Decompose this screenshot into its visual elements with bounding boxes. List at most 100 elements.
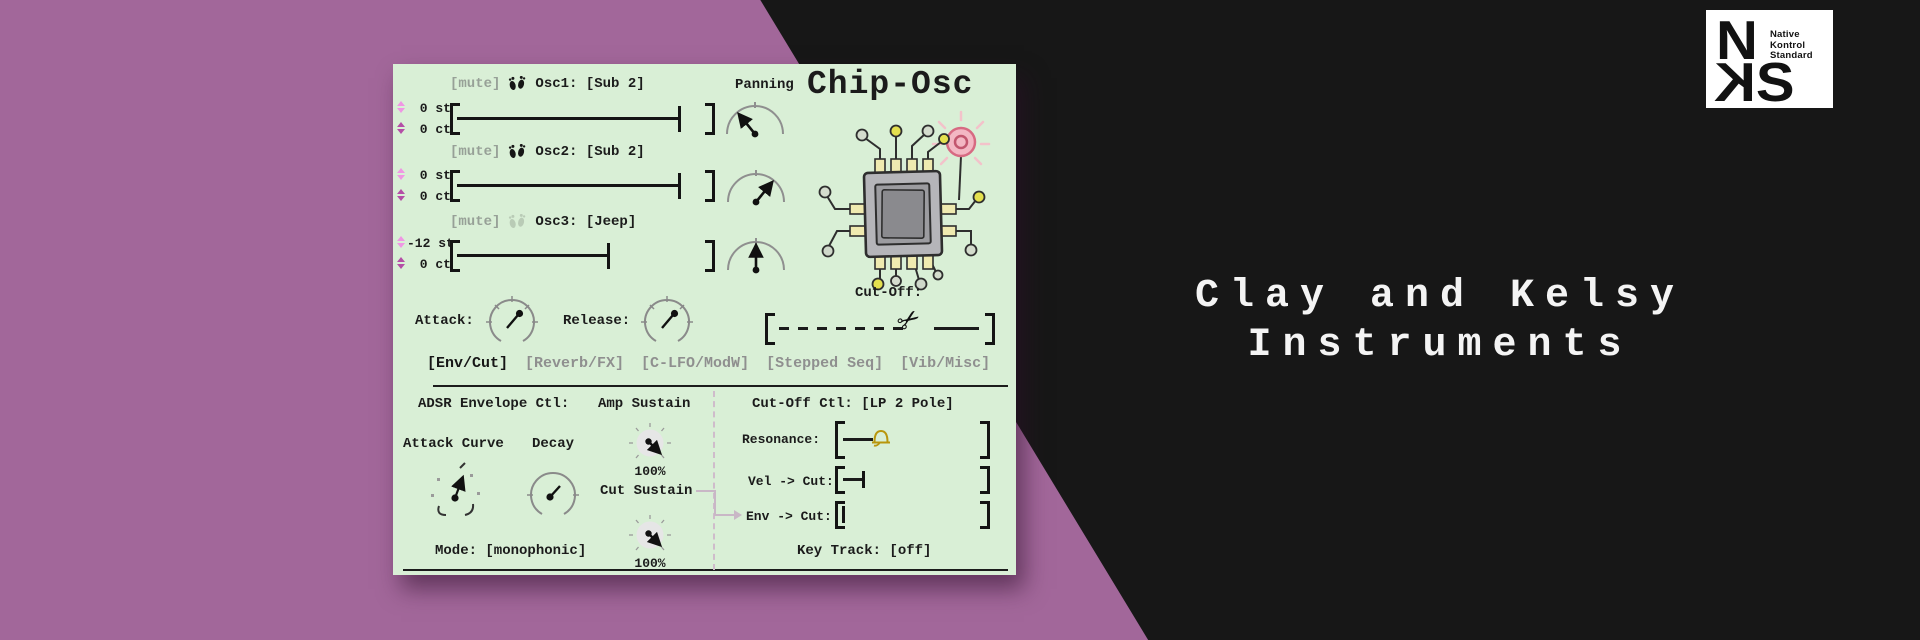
vel-cut-handle[interactable] xyxy=(862,471,865,488)
cutoff-ctl-title[interactable]: Cut-Off Ctl: [LP 2 Pole] xyxy=(752,396,954,412)
env-cut-handle[interactable] xyxy=(842,506,845,523)
nks-letter-n: N xyxy=(1716,9,1758,72)
connector-line xyxy=(696,490,716,492)
osc3-name[interactable]: Osc3: [Jeep] xyxy=(535,214,637,230)
osc2-st-value: 0 st xyxy=(419,168,451,183)
cut-sustain-value: 100% xyxy=(634,556,666,571)
vel-cut-track[interactable] xyxy=(843,478,863,481)
osc1-st-stepper[interactable] xyxy=(397,101,406,114)
osc2-st-stepper[interactable] xyxy=(397,168,406,181)
bell-icon[interactable] xyxy=(871,428,891,450)
decay-label: Decay xyxy=(532,436,575,452)
osc3-st-value: -12 st xyxy=(407,236,454,251)
key-track-label[interactable]: Key Track: [off] xyxy=(797,543,932,559)
chip-illustration xyxy=(818,110,991,291)
decay-knob[interactable] xyxy=(524,464,582,522)
tab-env-cut[interactable]: [Env/Cut] xyxy=(427,355,509,372)
env-cut-label: Env -> Cut: xyxy=(746,509,832,524)
osc1-ct-stepper[interactable] xyxy=(397,122,406,135)
vel-cut-bracket-right xyxy=(980,466,990,494)
cutoff-bracket-left xyxy=(765,313,775,345)
cut-sustain-label: Cut Sustain xyxy=(600,483,693,499)
osc1-pan-knob[interactable] xyxy=(723,98,787,140)
osc2-slider-bracket-left xyxy=(450,170,460,202)
release-knob[interactable] xyxy=(638,291,696,349)
footprints-icon xyxy=(509,144,526,159)
osc2-slider-handle[interactable] xyxy=(678,173,681,199)
tab-reverb-fx[interactable]: [Reverb/FX] xyxy=(525,355,625,372)
cutoff-bracket-right xyxy=(985,313,995,345)
cutoff-label: Cut-Off: xyxy=(855,285,923,301)
osc1-slider-track[interactable] xyxy=(457,117,678,120)
amp-sustain-label: Amp Sustain xyxy=(598,396,691,412)
panning-label: Panning xyxy=(735,77,794,93)
section-separator xyxy=(713,391,715,570)
osc2-ct-value: 0 ct xyxy=(419,189,451,204)
osc1-slider-bracket-left xyxy=(450,103,460,135)
env-section-title: ADSR Envelope Ctl: xyxy=(418,396,570,412)
amp-sustain-value: 100% xyxy=(634,464,666,479)
connector-line xyxy=(714,490,716,516)
vel-cut-label: Vel -> Cut: xyxy=(748,474,834,489)
tab-c-lfo-modw[interactable]: [C-LFO/ModW] xyxy=(641,355,750,372)
nks-caption: Native Kontrol Standard xyxy=(1770,29,1813,61)
brand-text: Clay and Kelsy Instruments xyxy=(1150,272,1730,370)
osc1-slider-handle[interactable] xyxy=(678,106,681,132)
osc3-header: [mute] Osc3: [Jeep] xyxy=(450,214,636,230)
attack-curve-knob[interactable] xyxy=(427,462,487,524)
resonance-track[interactable] xyxy=(843,438,873,441)
chip-osc-plugin-panel: [mute] Osc1: [Sub 2] 0 st 0 ct [mute] Os… xyxy=(393,64,1016,575)
osc1-ct-value: 0 ct xyxy=(419,122,451,137)
attack-label: Attack: xyxy=(415,313,474,329)
osc2-ct-stepper[interactable] xyxy=(397,189,406,202)
nks-logo: N Native Kontrol Standard KS xyxy=(1706,9,1833,114)
osc1-mute-button[interactable]: [mute] xyxy=(450,76,501,92)
vel-cut-bracket-left xyxy=(835,466,845,494)
osc2-header: [mute] Osc2: [Sub 2] xyxy=(450,144,645,160)
attack-knob[interactable] xyxy=(483,291,541,349)
brand-line1: Clay and Kelsy xyxy=(1194,274,1686,319)
osc3-st-stepper[interactable] xyxy=(397,236,406,249)
amp-sustain-knob[interactable] xyxy=(627,422,673,468)
osc1-slider-bracket-right xyxy=(705,103,715,135)
tab-bar: [Env/Cut] [Reverb/FX] [C-LFO/ModW] [Step… xyxy=(427,355,990,372)
resonance-bracket-right xyxy=(980,421,990,459)
scissors-icon[interactable]: ✂ xyxy=(891,301,928,340)
osc2-pan-knob[interactable] xyxy=(724,166,788,208)
osc1-header: [mute] Osc1: [Sub 2] xyxy=(450,76,645,92)
osc3-slider-bracket-left xyxy=(450,240,460,272)
osc3-mute-button[interactable]: [mute] xyxy=(450,214,501,230)
brand-line2: Instruments xyxy=(1247,323,1633,368)
osc2-slider-track[interactable] xyxy=(457,184,678,187)
attack-curve-label: Attack Curve xyxy=(403,436,504,452)
connector-arrowhead xyxy=(734,510,742,520)
osc2-name[interactable]: Osc2: [Sub 2] xyxy=(535,144,645,160)
mode-label[interactable]: Mode: [monophonic] xyxy=(435,543,587,559)
nks-letters-ks: KS xyxy=(1714,51,1795,114)
connector-line xyxy=(716,514,734,516)
resonance-bracket-left xyxy=(835,421,845,459)
osc2-mute-button[interactable]: [mute] xyxy=(450,144,501,160)
env-cut-bracket-right xyxy=(980,501,990,529)
tab-divider xyxy=(433,385,1008,387)
osc1-st-value: 0 st xyxy=(419,101,451,116)
osc3-ct-stepper[interactable] xyxy=(397,257,406,270)
osc3-slider-bracket-right xyxy=(705,240,715,272)
footprints-icon-faded xyxy=(509,214,526,229)
footprints-icon xyxy=(509,76,526,91)
tab-stepped-seq[interactable]: [Stepped Seq] xyxy=(766,355,884,372)
osc3-ct-value: 0 ct xyxy=(419,257,451,272)
plugin-title: Chip-Osc xyxy=(807,66,974,103)
cutoff-track-dashed[interactable] xyxy=(779,327,906,330)
resonance-label: Resonance: xyxy=(742,432,821,447)
osc1-name[interactable]: Osc1: [Sub 2] xyxy=(535,76,645,92)
release-label: Release: xyxy=(563,313,631,329)
cut-sustain-knob[interactable] xyxy=(627,514,673,560)
osc3-slider-track[interactable] xyxy=(457,254,607,257)
env-cut-bracket-left xyxy=(835,501,845,529)
osc3-pan-knob[interactable] xyxy=(724,234,788,276)
cutoff-track-solid[interactable] xyxy=(934,327,979,330)
tab-vib-misc[interactable]: [Vib/Misc] xyxy=(900,355,991,372)
osc3-slider-handle[interactable] xyxy=(607,243,610,269)
osc2-slider-bracket-right xyxy=(705,170,715,202)
